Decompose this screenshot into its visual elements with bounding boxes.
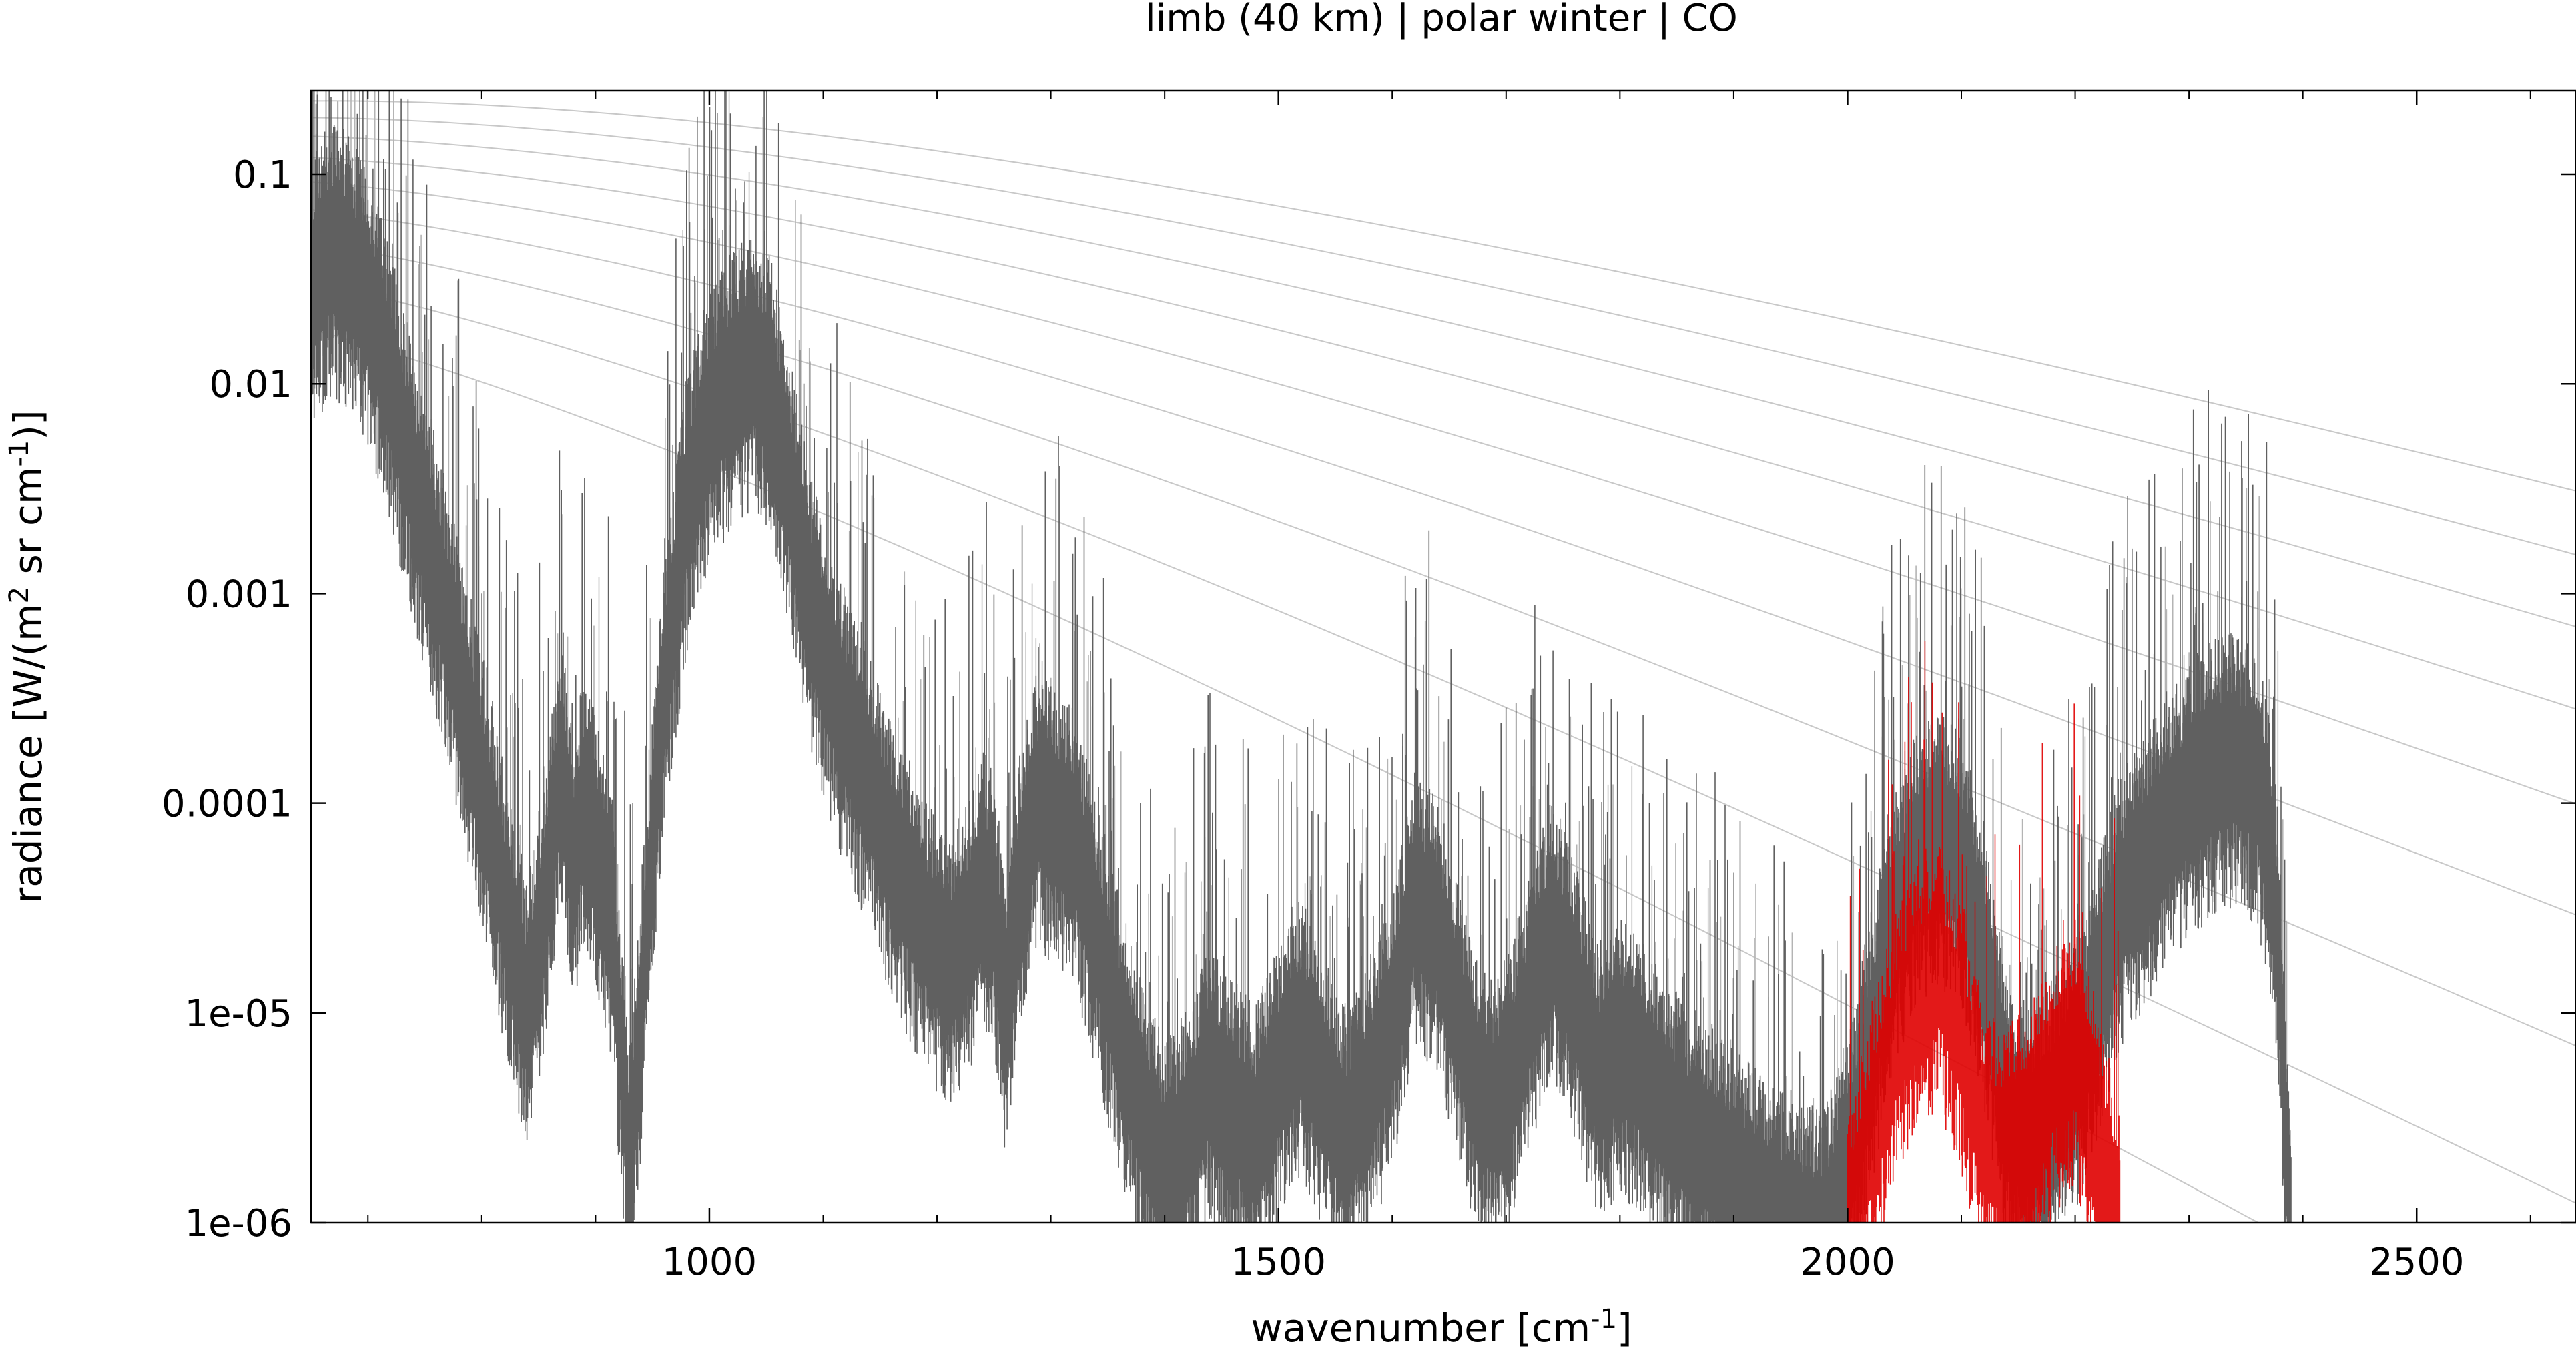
plot-frame: [310, 89, 2576, 1224]
planck-curve-320k: [311, 117, 2576, 556]
x-axis-label: wavenumber [cm-1]: [1251, 1304, 1632, 1351]
axis-ticks: 1000 1500 2000 2500 0.1 0.01 0.001 0.0001 1e-05 1…: [162, 91, 2576, 1284]
x-tick-label: 2500: [2369, 1241, 2465, 1284]
y-tick-label: 1e-05: [184, 992, 292, 1036]
x-tick-label: 1000: [662, 1241, 757, 1284]
x-tick-label: 1500: [1231, 1241, 1326, 1284]
planck-curve-340k: [311, 100, 2576, 492]
x-tick-label: 2000: [1800, 1241, 1895, 1284]
chart-title: limb (40 km) | polar winter | CO: [1145, 0, 1738, 40]
y-tick-label: 0.1: [233, 153, 292, 197]
y-tick-label: 0.01: [209, 363, 292, 406]
y-axis-label: radiance [W/(m2 sr cm-1)]: [4, 410, 51, 903]
y-tick-label: 0.001: [186, 573, 292, 616]
y-tick-label: 0.0001: [162, 783, 292, 826]
y-tick-label: 1e-06: [184, 1202, 292, 1245]
planck-curve-300k: [311, 135, 2576, 627]
co-spectrum: [1847, 641, 2121, 1223]
spectrum-series: [311, 91, 2292, 1223]
